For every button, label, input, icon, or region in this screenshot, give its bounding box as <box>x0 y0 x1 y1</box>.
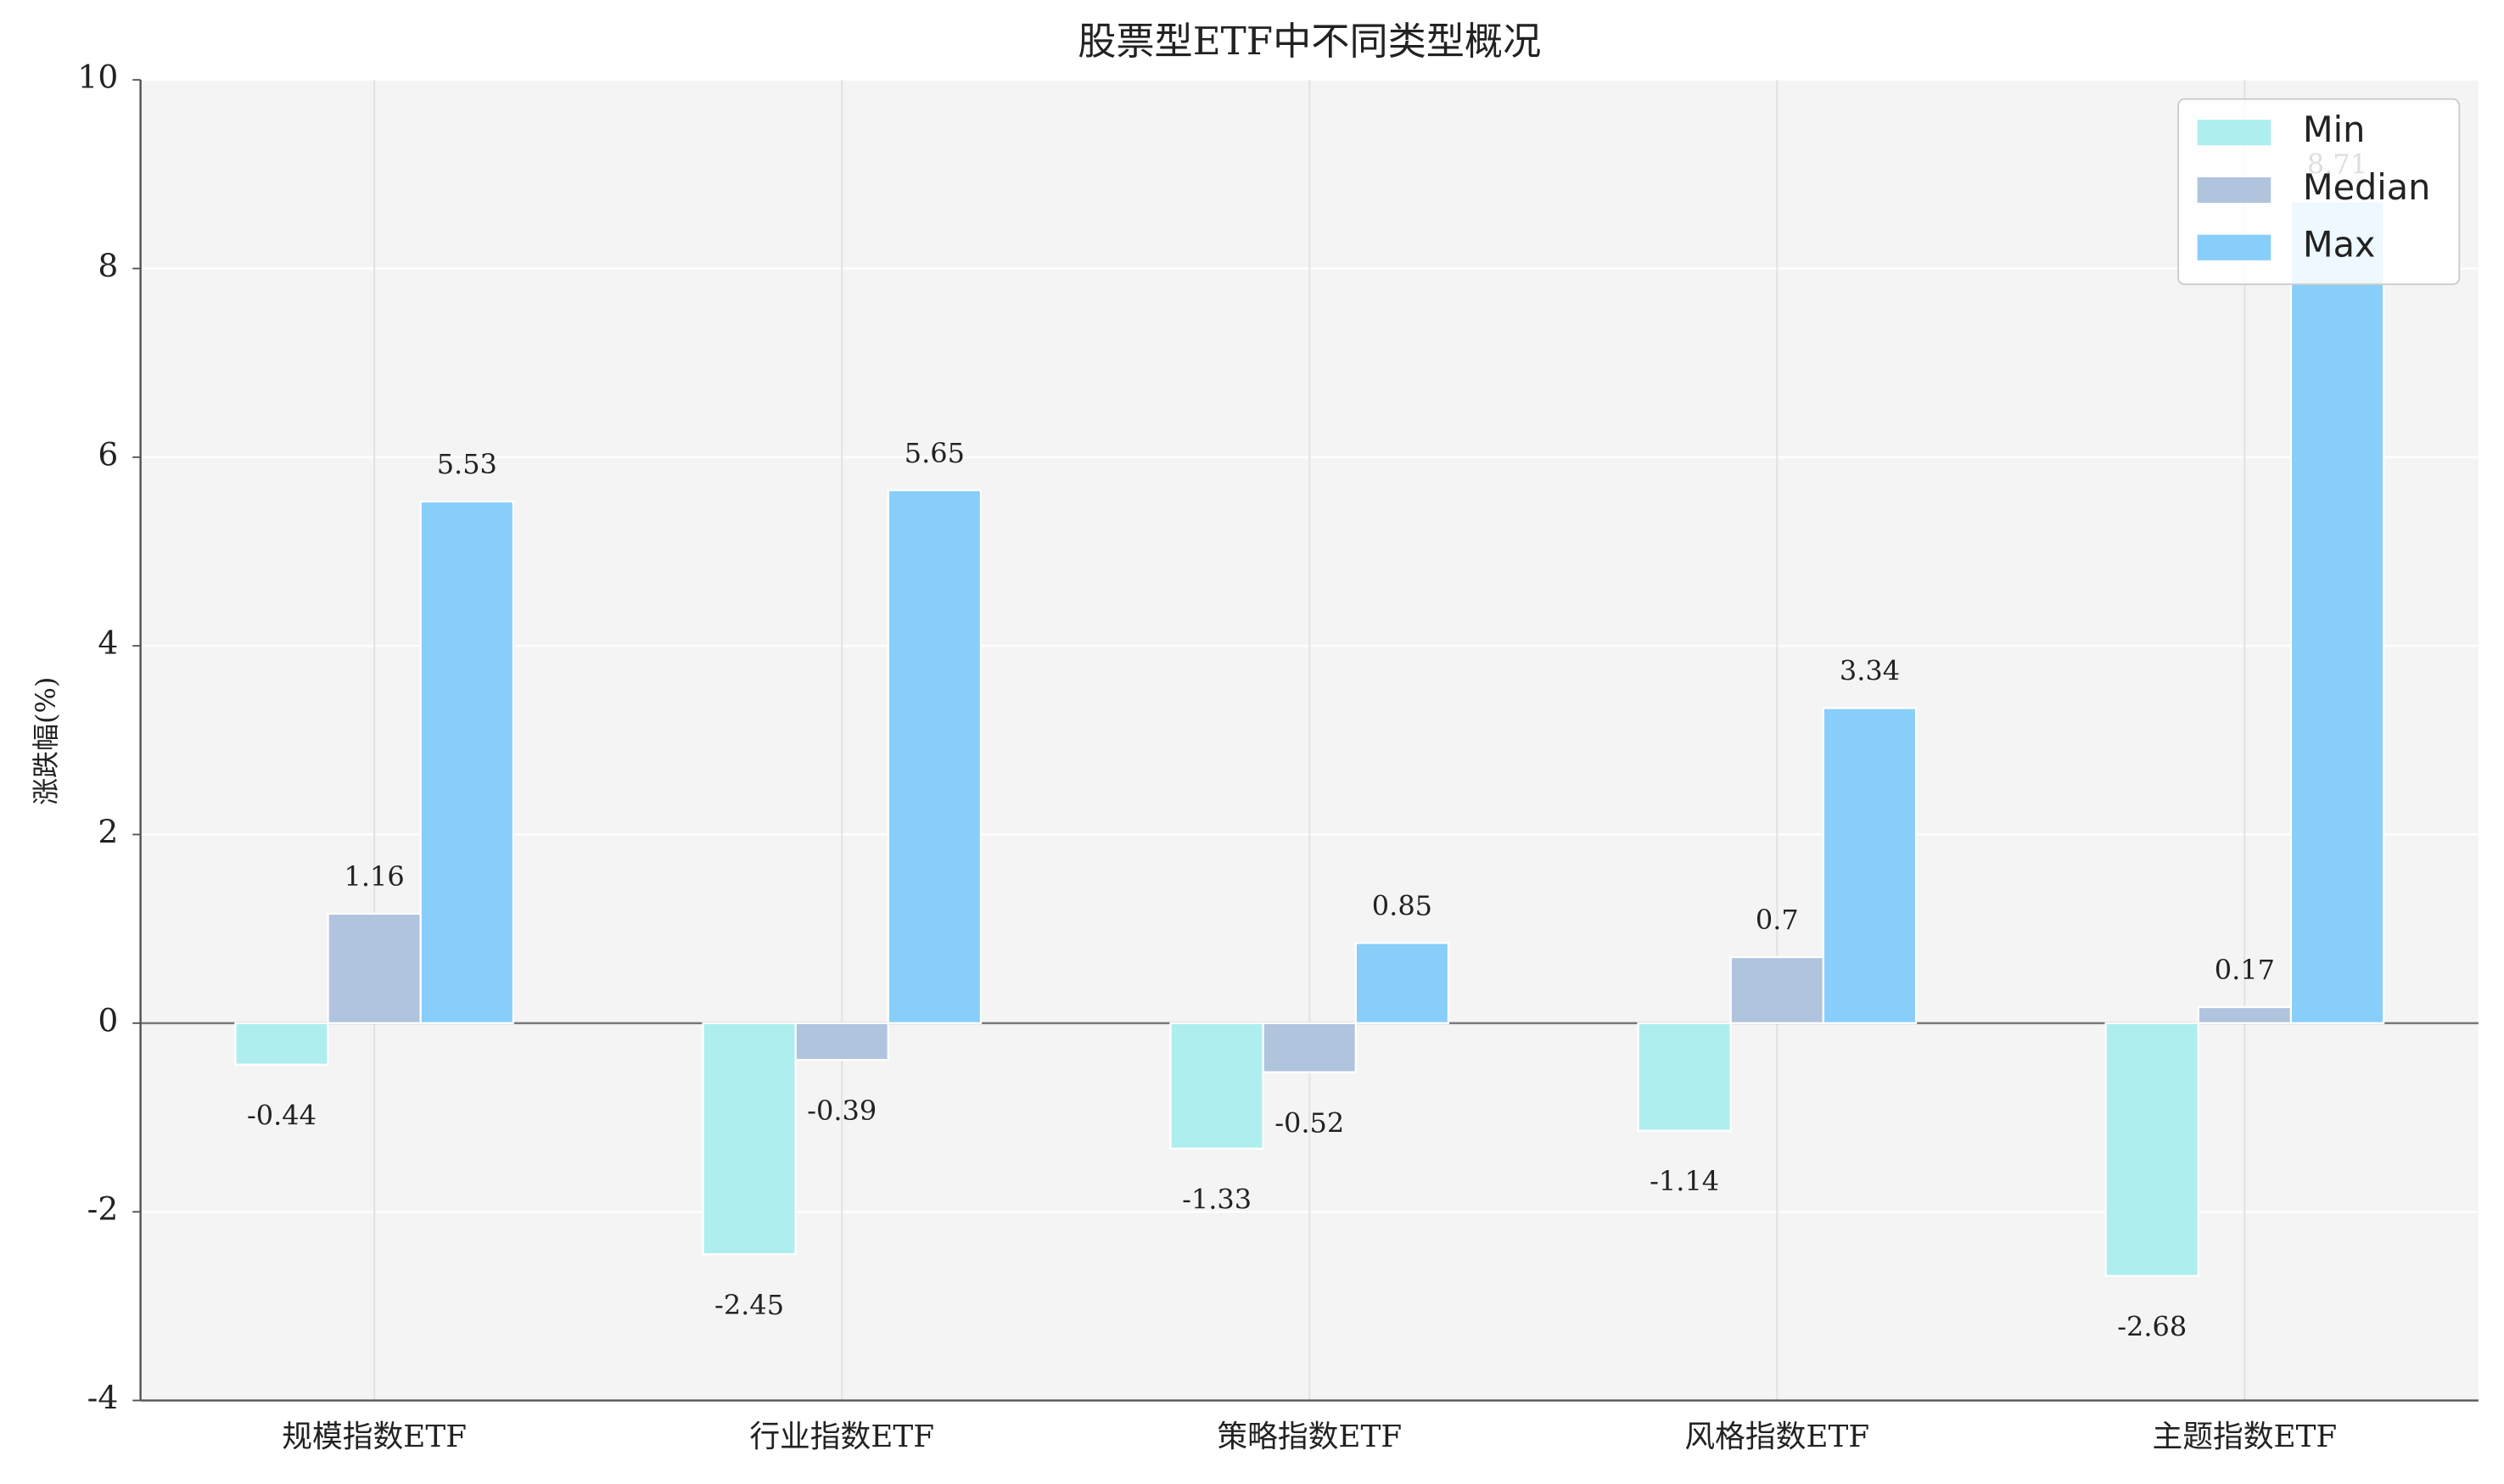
chart-title: 股票型ETF中不同类型概况 <box>1078 19 1541 64</box>
legend-swatch <box>2197 176 2272 204</box>
bar <box>887 489 983 1024</box>
bar <box>1169 1022 1264 1150</box>
x-tick-label: 策略指数ETF <box>1217 1420 1402 1454</box>
bar <box>794 1022 889 1061</box>
x-tick-label: 主题指数ETF <box>2152 1420 2337 1454</box>
x-tick-label: 规模指数ETF <box>282 1420 467 1454</box>
bar <box>234 1022 329 1066</box>
legend-swatch <box>2197 234 2272 260</box>
y-tick-label: 8 <box>98 247 118 284</box>
y-tick-label: -4 <box>87 1379 119 1416</box>
legend-swatch <box>2197 120 2272 146</box>
bar <box>327 912 422 1024</box>
value-label: 3.34 <box>1840 655 1900 687</box>
bar <box>702 1022 797 1256</box>
legend-label: Median <box>2303 167 2431 208</box>
value-label: 0.17 <box>2215 954 2275 986</box>
y-tick-label: -2 <box>87 1190 119 1228</box>
y-tick-label: 10 <box>77 59 118 96</box>
bar <box>2289 200 2385 1024</box>
bar <box>1637 1022 1732 1132</box>
value-label: 5.53 <box>437 448 497 480</box>
value-label: 0.7 <box>1756 904 1799 936</box>
bar <box>1729 955 1825 1024</box>
value-label: -1.33 <box>1182 1183 1252 1215</box>
value-label: 5.65 <box>905 437 965 469</box>
value-label: -0.44 <box>247 1099 317 1131</box>
y-tick-label: 2 <box>98 813 118 850</box>
bar <box>1262 1022 1357 1073</box>
y-axis-label: 涨跌幅(%) <box>30 677 62 805</box>
value-label: 1.16 <box>345 860 405 893</box>
value-label: 0.85 <box>1372 889 1432 921</box>
bar <box>2104 1022 2199 1277</box>
x-tick-label: 风格指数ETF <box>1684 1420 1869 1454</box>
y-tick-label: 6 <box>98 435 118 473</box>
value-label: -2.68 <box>2117 1310 2187 1342</box>
bar <box>419 500 515 1024</box>
y-tick-label: 4 <box>98 624 118 662</box>
legend-label: Min <box>2303 109 2365 150</box>
bar <box>1822 707 1918 1024</box>
value-label: -1.14 <box>1650 1165 1719 1197</box>
bar <box>2197 1005 2293 1024</box>
y-tick-label: 0 <box>98 1001 118 1039</box>
value-label: -0.52 <box>1274 1106 1344 1139</box>
x-tick-label: 行业指数ETF <box>749 1420 934 1454</box>
value-label: -2.45 <box>714 1289 784 1321</box>
bar <box>1354 942 1450 1024</box>
legend-label: Max <box>2303 225 2376 266</box>
value-label: -0.39 <box>807 1095 877 1127</box>
